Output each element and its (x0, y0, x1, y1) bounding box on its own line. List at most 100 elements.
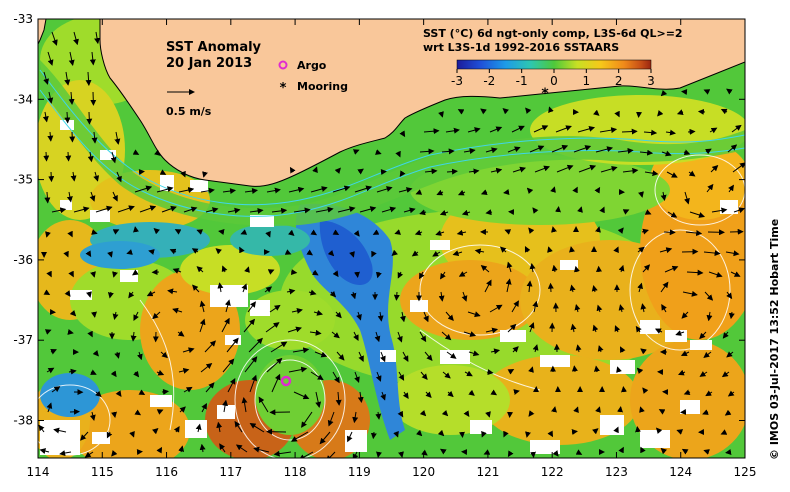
current-arrow (399, 311, 406, 323)
current-arrow (222, 188, 237, 195)
current-arrow (133, 226, 139, 233)
current-arrow (463, 410, 470, 417)
current-arrow (353, 331, 359, 341)
current-arrow (218, 229, 225, 235)
current-arrow (459, 431, 465, 438)
cloud-gaps (40, 120, 738, 455)
current-arrow (271, 207, 288, 214)
current-arrow (555, 206, 561, 213)
current-arrow (706, 183, 714, 193)
current-arrow (458, 271, 468, 277)
current-arrow (178, 367, 190, 374)
current-arrow (726, 351, 734, 358)
current-arrow (374, 331, 381, 343)
current-arrow (199, 300, 206, 313)
current-arrow (461, 209, 471, 216)
current-arrow (506, 261, 513, 273)
current-arrow (503, 430, 509, 438)
current-arrow (64, 111, 71, 124)
current-arrow (617, 406, 623, 413)
current-arrow (681, 89, 688, 95)
current-arrow (402, 351, 409, 362)
current-arrow (490, 167, 503, 174)
current-arrow (139, 205, 157, 213)
current-arrow (435, 230, 445, 236)
current-arrow (200, 187, 215, 194)
current-arrow (331, 331, 340, 339)
current-arrow (375, 271, 382, 279)
current-arrow (199, 318, 206, 333)
current-arrow (597, 345, 604, 353)
current-arrow (308, 289, 317, 296)
colorbar-tick-label: -2 (483, 74, 495, 88)
current-arrow (683, 389, 691, 396)
current-arrow (51, 386, 61, 393)
current-arrow (721, 371, 730, 378)
current-arrow (703, 351, 712, 358)
colorbar-tick-label: -1 (516, 74, 528, 88)
current-arrow (290, 431, 309, 442)
current-arrow (196, 266, 204, 273)
current-arrow (332, 371, 340, 384)
current-arrow (90, 369, 97, 375)
x-tick-label: 114 (27, 465, 50, 479)
current-arrow (335, 311, 342, 319)
current-arrow (73, 206, 90, 213)
current-arrow (66, 191, 73, 203)
current-arrow (167, 288, 178, 295)
current-arrow (219, 443, 226, 453)
current-arrow (111, 450, 118, 457)
current-arrow (595, 146, 614, 153)
current-arrow (182, 347, 195, 354)
current-arrow (660, 191, 667, 202)
current-arrow (532, 300, 539, 313)
current-arrow (484, 279, 492, 293)
current-arrow (59, 450, 72, 457)
current-arrow (551, 406, 557, 413)
current-arrow (291, 307, 303, 314)
current-arrow (474, 248, 485, 255)
current-arrow (265, 230, 271, 238)
current-arrow (438, 111, 444, 118)
current-arrow (173, 426, 180, 433)
current-arrow (224, 299, 231, 313)
current-arrow (375, 149, 382, 155)
current-arrow (720, 108, 728, 115)
current-arrow (112, 311, 119, 320)
current-arrow (699, 371, 708, 377)
current-arrow (114, 131, 121, 145)
current-arrow (244, 266, 250, 273)
current-arrow (551, 264, 558, 273)
x-tick-label: 124 (669, 465, 692, 479)
current-arrow (419, 209, 427, 216)
current-arrow (311, 269, 319, 276)
current-arrow (548, 106, 554, 113)
current-arrow (264, 286, 273, 293)
current-arrow (445, 127, 460, 134)
current-arrow (641, 228, 649, 235)
current-arrow (395, 150, 401, 158)
current-arrow (310, 229, 318, 236)
current-arrow (637, 246, 645, 253)
y-tick-label: -37 (13, 333, 33, 347)
current-arrow (64, 71, 71, 86)
current-arrow (419, 148, 435, 155)
current-arrow (635, 325, 642, 333)
current-arrow (733, 207, 745, 214)
current-arrow (468, 350, 480, 357)
x-tick-label: 122 (541, 465, 564, 479)
current-arrow (353, 230, 360, 237)
current-arrow (578, 164, 597, 173)
current-arrow (70, 171, 77, 182)
current-arrow (289, 166, 296, 174)
current-arrow (705, 390, 713, 397)
current-arrow (550, 186, 556, 193)
current-arrow (87, 151, 94, 163)
current-arrow (480, 189, 488, 195)
current-arrow (286, 288, 296, 295)
current-arrow (614, 325, 621, 333)
current-arrow (161, 388, 170, 395)
colorbar (456, 59, 652, 70)
current-arrow (613, 426, 619, 434)
current-arrow (347, 431, 353, 443)
